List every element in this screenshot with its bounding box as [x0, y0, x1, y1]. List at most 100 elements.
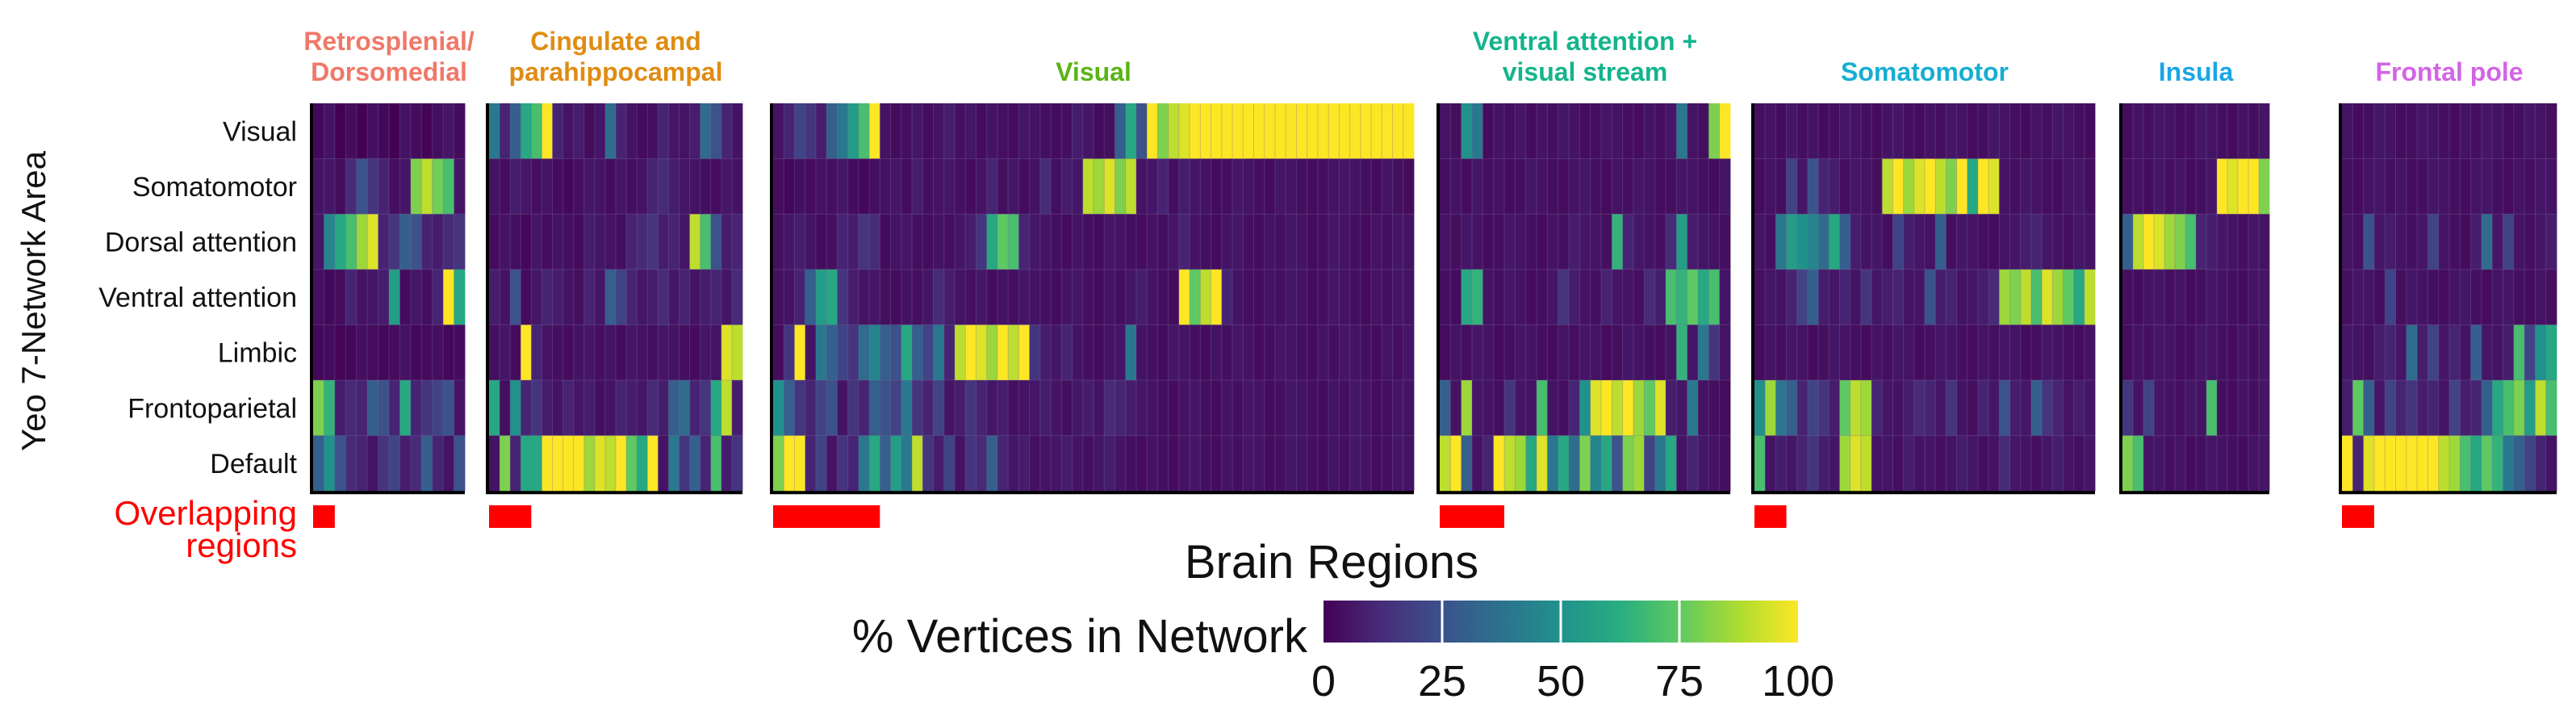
heatmap-cell	[943, 324, 956, 381]
heatmap-cell	[1328, 324, 1340, 381]
heatmap-cell	[1061, 103, 1073, 159]
heatmap-cell	[334, 435, 346, 492]
heatmap-cell	[700, 158, 712, 215]
heatmap-cell	[731, 269, 743, 325]
heatmap-cell	[1482, 103, 1495, 159]
heatmap-cell	[890, 269, 902, 325]
heatmap-cell	[1472, 214, 1483, 270]
heatmap-cell	[2259, 158, 2270, 215]
heatmap-cell	[1935, 380, 1947, 436]
heatmap-cell	[912, 103, 923, 159]
heatmap-cell	[2009, 214, 2022, 270]
heatmap-cell	[2342, 435, 2353, 492]
heatmap-cell	[880, 103, 891, 159]
heatmap-cell	[1698, 380, 1709, 436]
heatmap-cell	[837, 158, 849, 215]
heatmap-cell	[626, 158, 638, 215]
heatmap-cell	[1307, 158, 1319, 215]
heatmap-cell	[2342, 380, 2353, 436]
heatmap-cell	[1339, 158, 1350, 215]
heatmap-cell	[500, 158, 511, 215]
heatmap-cell	[1349, 103, 1361, 159]
heatmap-cell	[1601, 269, 1612, 325]
panel-title: Cingulate and	[530, 27, 701, 56]
heatmap-cell	[1360, 380, 1372, 436]
heatmap-cell	[1754, 380, 1766, 436]
heatmap-cell	[1440, 435, 1451, 492]
heatmap-cell	[2206, 324, 2218, 381]
heatmap-cell	[1221, 435, 1233, 492]
heatmap-cell	[2460, 269, 2471, 325]
heatmap-cell	[2545, 324, 2557, 381]
heatmap-cell	[1504, 103, 1516, 159]
heatmap-cell	[1253, 214, 1265, 270]
heatmap-cell	[1104, 380, 1115, 436]
heatmap-cell	[815, 269, 827, 325]
heatmap-cell	[1307, 435, 1319, 492]
heatmap-cell	[1765, 435, 1776, 492]
heatmap-cell	[1125, 158, 1137, 215]
heatmap-cell	[1956, 269, 1968, 325]
heatmap-cell	[2460, 380, 2471, 436]
heatmap-cell	[784, 214, 795, 270]
heatmap-cell	[1232, 214, 1244, 270]
heatmap-cell	[784, 158, 795, 215]
heatmap-cell	[2470, 103, 2482, 159]
heatmap-cell	[1190, 269, 1201, 325]
heatmap-cell	[2259, 380, 2270, 436]
heatmap-cell	[1296, 380, 1308, 436]
heatmap-cell	[2020, 435, 2032, 492]
heatmap-cell	[826, 380, 838, 436]
heatmap-cell	[378, 269, 390, 325]
heatmap-cell	[1547, 380, 1559, 436]
heatmap-cell	[997, 158, 1009, 215]
heatmap-cell	[1061, 158, 1073, 215]
heatmap-cell	[2406, 380, 2418, 436]
heatmap-cell	[2545, 380, 2557, 436]
heatmap-cell	[1190, 380, 1201, 436]
heatmap-cell	[389, 269, 400, 325]
heatmap-cell	[1274, 324, 1286, 381]
heatmap-cell	[1504, 158, 1516, 215]
heatmap-cell	[1243, 158, 1254, 215]
heatmap-cell	[933, 158, 945, 215]
heatmap-cell	[2460, 103, 2471, 159]
heatmap-cell	[1719, 324, 1731, 381]
heatmap-cell	[1125, 103, 1137, 159]
heatmap-cell	[1988, 435, 2000, 492]
heatmap-cell	[2063, 435, 2075, 492]
heatmap-cell	[1525, 158, 1537, 215]
heatmap-cell	[647, 380, 659, 436]
heatmap-cell	[1371, 158, 1382, 215]
heatmap-cell	[1178, 214, 1190, 270]
heatmap-cell	[1317, 158, 1329, 215]
heatmap-cell	[721, 435, 733, 492]
heatmap-cell	[1892, 103, 1905, 159]
heatmap-cell	[510, 103, 521, 159]
heatmap-cell	[1892, 158, 1905, 215]
heatmap-cell	[1698, 269, 1709, 325]
panel-somatomotor: Somatomotor	[1751, 57, 2096, 528]
heatmap-cell	[389, 380, 400, 436]
heatmap-cell	[1860, 103, 1872, 159]
heatmap-cell	[2175, 103, 2186, 159]
heatmap-cell	[637, 103, 648, 159]
heatmap-cell	[1913, 324, 1926, 381]
heatmap-cell	[1558, 435, 1570, 492]
heatmap-cell	[1644, 214, 1656, 270]
heatmap-cell	[2217, 269, 2228, 325]
y-tick-labels: Visual Somatomotor Dorsal attention Ventral…	[98, 116, 297, 479]
heatmap-cell	[500, 380, 511, 436]
heatmap-cell	[594, 435, 606, 492]
heatmap-cell	[2020, 214, 2032, 270]
heatmap-cell	[1360, 269, 1372, 325]
heatmap-cell	[2073, 435, 2085, 492]
heatmap-cell	[345, 158, 358, 215]
heatmap-cell	[1018, 103, 1030, 159]
colorbar-tick-label: 25	[1418, 657, 1466, 705]
heatmap-cell	[1903, 269, 1915, 325]
heatmap-cell	[721, 324, 733, 381]
heatmap-cell	[997, 214, 1009, 270]
heatmap-cell	[1999, 435, 2010, 492]
